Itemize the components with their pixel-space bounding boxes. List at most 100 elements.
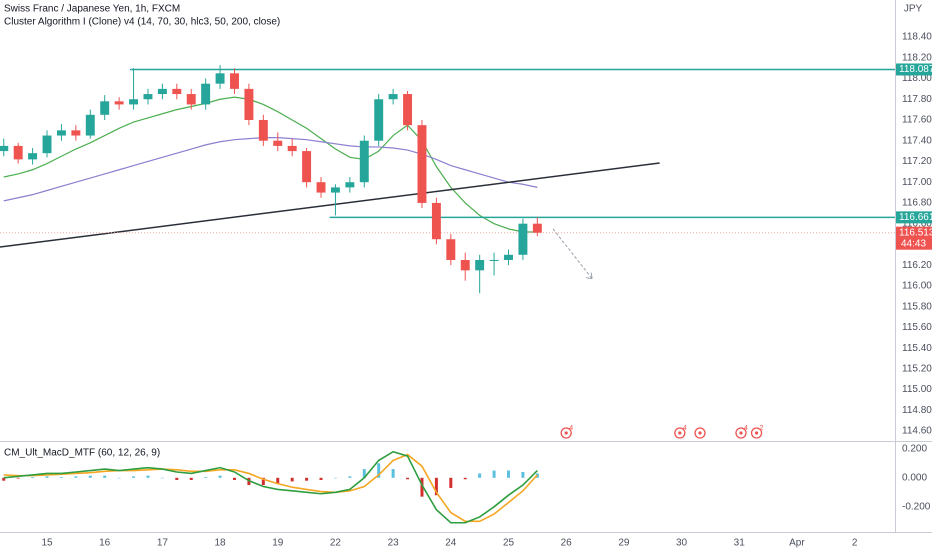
candle-body [316,182,326,193]
candle-body [230,73,239,89]
x-tick-label: 24 [445,538,457,549]
candle-body [28,153,38,160]
y-tick-label: 115.000 [902,384,932,395]
countdown-label: 44:43 [901,238,926,249]
currency-label: JPY [904,4,923,15]
y-tick-label: 117.200 [902,156,932,167]
y-tick-label: 117.400 [902,135,932,146]
candle-body [244,88,254,120]
candle-body [42,135,52,154]
last-price-box [896,226,932,250]
histogram-bar [2,477,6,481]
level-label: 118.087 [899,64,932,75]
x-tick-label: 2 [852,538,858,549]
arrow-head [586,272,593,280]
histogram-bar [88,475,92,478]
y-tick-label: 116.000 [902,281,932,292]
x-tick-label: 26 [561,538,573,549]
x-tick-label: 30 [676,538,688,549]
candle-body [475,259,485,271]
histogram-bar [59,477,63,478]
y-tick-label: 116.200 [902,260,932,271]
y-tick-label: 116.600 [902,218,932,229]
candle-body [56,130,66,136]
candle-body [258,119,268,141]
histogram-bar [377,463,381,478]
macd-tick-label: 0.200 [902,443,927,454]
event-dot [678,431,682,435]
candle-body [330,187,340,193]
axes: 15161718192223242526293031Apr2114.600114… [41,32,932,549]
histogram-bar [31,477,35,478]
candle-body [403,94,413,126]
candle-body [345,182,355,188]
candle-body [0,145,9,152]
candle-body [359,140,369,183]
y-tick-label: 117.000 [902,177,932,188]
histogram-bar [391,469,395,478]
x-tick-label: 25 [503,538,515,549]
x-tick-label: 16 [99,538,111,549]
histogram-bar [348,476,352,478]
histogram-bar [434,477,438,496]
histogram-bar [449,477,453,488]
y-tick-label: 114.800 [902,405,932,416]
macd-title: CM_Ult_MacD_MTF (60, 12, 26, 9) [4,448,160,459]
histogram-bar [261,477,265,486]
x-tick-label: 23 [388,538,400,549]
macd-line [3,450,538,524]
forecast-arrow [552,228,593,279]
histogram-bar [175,477,179,480]
x-tick-label: 22 [330,538,342,549]
level-label-box [896,63,932,76]
histogram-bar [333,477,337,479]
y-tick-label: 115.600 [902,322,932,333]
y-tick-label: 116.800 [902,198,932,209]
candle-body [13,145,23,160]
candle-body [374,99,384,141]
candle-body [504,254,513,260]
event-dot [564,431,568,435]
event-dot [698,431,702,435]
histogram-bar [132,476,136,478]
histogram-bar [478,473,482,478]
macd-line [3,453,538,523]
candle-body [143,94,153,100]
macd-tick-label: 0.000 [902,472,927,483]
candle-body [157,88,167,95]
moving-average [3,96,538,233]
histogram-bar [117,477,121,479]
histogram-bar [362,469,366,478]
candle-body [129,99,139,105]
candle-body [273,140,283,146]
histogram-bar [74,476,78,478]
candle-body [215,73,225,84]
histogram-bar [406,477,410,480]
x-tick-label: 18 [215,538,227,549]
trendline [0,162,660,248]
histogram-bar [420,477,424,497]
histogram-bar [521,472,525,478]
x-tick-label: 19 [272,538,284,549]
candle-body [302,151,312,183]
event-label: 2 [760,425,764,432]
candle-body [71,130,81,136]
histogram-bar [492,470,496,478]
y-tick-label: 115.400 [902,343,932,354]
y-tick-label: 115.200 [902,364,932,375]
candle-body [100,101,110,115]
candle-body [172,88,182,95]
moving-average [3,137,538,202]
candle-body [85,114,95,136]
candle-body [287,145,297,152]
candle-body [417,125,427,203]
histogram-bar [218,475,222,478]
histogram-bar [232,477,236,480]
event-label: 4 [569,425,573,432]
indicator-title: Cluster Algorithm I (Clone) v4 (14, 70, … [4,17,280,28]
y-tick-label: 117.800 [902,94,932,105]
macd-tick-label: -0.200 [902,501,931,512]
x-tick-label: 31 [734,538,746,549]
histogram-bar [319,477,323,480]
